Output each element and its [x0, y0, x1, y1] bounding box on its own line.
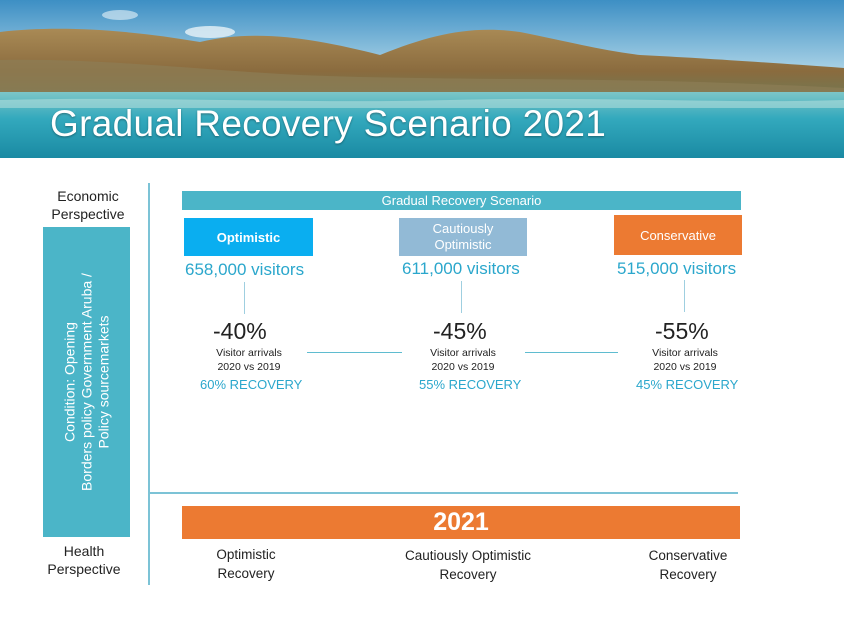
cautiously-desc-line1: Visitor arrivals — [430, 347, 496, 359]
optimistic-bottom-line2: Recovery — [217, 566, 275, 581]
conservative-bottom-line2: Recovery — [659, 567, 717, 582]
optimistic-desc-line2: 2020 vs 2019 — [217, 361, 281, 373]
optimistic-box: Optimistic — [184, 218, 313, 256]
cautiously-visitors: 611,000 visitors — [402, 259, 520, 278]
horizontal-axis-line — [148, 492, 738, 494]
optimistic-change: -40% — [213, 318, 267, 344]
optimistic-bottom-label: Optimistic Recovery — [186, 545, 306, 583]
cautiously-description: Visitor arrivals 2020 vs 2019 — [413, 346, 513, 374]
condition-line1: Condition: Opening — [61, 322, 77, 442]
vertical-axis-line — [148, 183, 150, 585]
conservative-box: Conservative — [614, 215, 742, 255]
economic-perspective-label: Economic Perspective — [40, 187, 136, 223]
optimistic-visitors: 658,000 visitors — [185, 260, 305, 279]
optimistic-desc-line1: Visitor arrivals — [216, 347, 282, 359]
conservative-connector — [684, 280, 685, 312]
cautiously-change: -45% — [433, 318, 487, 344]
cautiously-line2: Optimistic — [434, 237, 492, 252]
cautiously-bottom-line1: Cautiously Optimistic — [404, 548, 532, 563]
economic-label-line2: Perspective — [51, 206, 125, 222]
optimistic-connector — [244, 282, 245, 314]
conservative-bottom-label: Conservative Recovery — [628, 546, 748, 584]
condition-box: Condition: Opening Borders policy Govern… — [43, 227, 130, 537]
conservative-change: -55% — [655, 318, 709, 344]
cautiously-bottom-label: Cautiously Optimistic Recovery — [388, 546, 548, 584]
conservative-desc-line1: Visitor arrivals — [652, 347, 718, 359]
cautiously-desc-line2: 2020 vs 2019 — [431, 361, 495, 373]
page-title: Gradual Recovery Scenario 2021 — [50, 103, 607, 144]
year-bar: 2021 — [182, 506, 740, 539]
conservative-visitors: 515,000 visitors — [617, 259, 737, 278]
optimistic-recovery: 60% RECOVERY — [200, 377, 303, 392]
cautiously-bottom-line2: Recovery — [439, 567, 497, 582]
cautiously-optimistic-box: Cautiously Optimistic — [399, 218, 527, 256]
condition-line3: Policy sourcemarkets — [95, 315, 111, 449]
conservative-description: Visitor arrivals 2020 vs 2019 — [635, 346, 735, 374]
health-label-line2: Perspective — [47, 561, 121, 577]
scenario-bar: Gradual Recovery Scenario — [182, 191, 741, 210]
condition-text: Condition: Opening Borders policy Govern… — [61, 232, 112, 532]
connector-line-1 — [307, 352, 402, 353]
optimistic-description: Visitor arrivals 2020 vs 2019 — [199, 346, 299, 374]
economic-label-line1: Economic — [57, 188, 119, 204]
cautiously-connector — [461, 281, 462, 313]
connector-line-2 — [525, 352, 618, 353]
conservative-desc-line2: 2020 vs 2019 — [653, 361, 717, 373]
health-perspective-label: Health Perspective — [36, 542, 132, 578]
header-banner: Gradual Recovery Scenario 2021 — [0, 0, 844, 158]
landscape-image — [0, 0, 844, 158]
conservative-recovery: 45% RECOVERY — [636, 377, 739, 392]
cautiously-line1: Cautiously — [432, 221, 494, 236]
condition-line2: Borders policy Government Aruba / — [78, 273, 94, 491]
conservative-bottom-line1: Conservative — [648, 548, 728, 563]
cautiously-recovery: 55% RECOVERY — [419, 377, 522, 392]
health-label-line1: Health — [63, 543, 105, 559]
optimistic-bottom-line1: Optimistic — [216, 547, 276, 562]
